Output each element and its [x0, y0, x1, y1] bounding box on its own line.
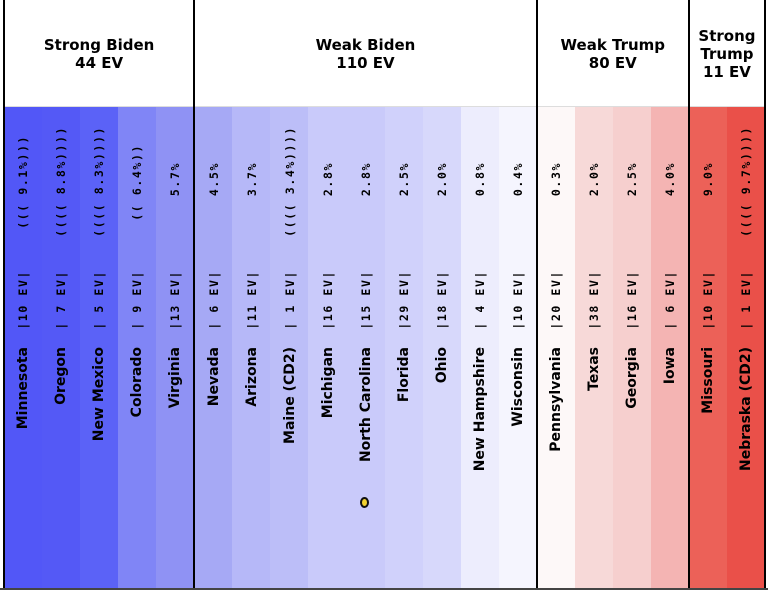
state-margin: 2.5%	[396, 162, 411, 197]
state-name: Maine (CD2)	[281, 347, 298, 444]
group-header: Strong Trump 11 EV	[698, 26, 756, 81]
state-column[interactable]: Nevada | 6 EV| 4.5%	[194, 107, 233, 588]
state-ev: | 6 EV|	[206, 270, 221, 330]
state-margin: ((( 9.1%)))	[16, 135, 31, 230]
state-ev: |16 EV|	[625, 270, 640, 330]
state-column[interactable]: Texas |38 EV| 2.0%	[574, 107, 614, 588]
state-column[interactable]: North Carolina |15 EV| 2.8%	[346, 107, 385, 588]
state-ev: |11 EV|	[244, 270, 259, 330]
state-margin: (( 6.4%))	[130, 144, 145, 221]
state-ev: |38 EV|	[587, 270, 602, 330]
state-column[interactable]: Nebraska (CD2) | 1 EV| (((( 9.7%))))	[726, 107, 766, 588]
state-margin: 0.4%	[510, 162, 525, 197]
state-column[interactable]: Wisconsin |10 EV| 0.4%	[498, 107, 538, 588]
state-column[interactable]: New Mexico | 5 EV| (((( 8.3%))))	[80, 107, 119, 588]
group-header: Weak Biden 110 EV	[315, 35, 416, 72]
state-column[interactable]: Iowa | 6 EV| 4.0%	[650, 107, 690, 588]
state-column[interactable]: Maine (CD2) | 1 EV| (((( 3.4%))))	[270, 107, 309, 588]
state-ev: |10 EV|	[510, 270, 525, 330]
state-name: Wisconsin	[509, 347, 526, 427]
state-name: Michigan	[319, 347, 336, 419]
group-header: Weak Trump 80 EV	[560, 35, 666, 72]
state-name: Pennsylvania	[547, 347, 564, 452]
state-column[interactable]: Missouri |10 EV| 9.0%	[688, 107, 728, 588]
state-ev: | 1 EV|	[739, 270, 754, 330]
state-margin: (((( 3.4%))))	[282, 126, 297, 238]
header-divider	[4, 106, 195, 107]
state-column[interactable]: New Hampshire | 4 EV| 0.8%	[460, 107, 500, 588]
state-margin: (((( 8.8%))))	[54, 126, 69, 238]
state-name: Ohio	[433, 347, 450, 384]
state-name: Nevada	[205, 347, 222, 407]
state-margin: 0.3%	[548, 162, 563, 197]
header-divider	[536, 106, 689, 107]
state-margin: 4.5%	[206, 162, 221, 197]
bottom-border	[0, 588, 768, 590]
state-ev: |20 EV|	[548, 270, 563, 330]
state-ev: | 4 EV|	[472, 270, 487, 330]
state-name: Virginia	[167, 347, 184, 409]
state-column[interactable]: Florida |29 EV| 2.5%	[384, 107, 424, 588]
group-header: Strong Biden 44 EV	[43, 35, 155, 72]
state-column[interactable]: Oregon | 7 EV| (((( 8.8%))))	[42, 107, 81, 588]
highlight-marker-icon	[360, 497, 370, 508]
state-ev: | 9 EV|	[130, 270, 145, 330]
header-divider	[688, 106, 765, 107]
state-margin: 2.8%	[358, 162, 373, 197]
state-margin: 2.0%	[587, 162, 602, 197]
state-name: Arizona	[243, 347, 260, 407]
state-name: Oregon	[53, 347, 70, 405]
state-name: Minnesota	[15, 347, 32, 430]
state-ev: |16 EV|	[320, 270, 335, 330]
header-divider	[194, 106, 537, 107]
state-column[interactable]: Arizona |11 EV| 3.7%	[232, 107, 271, 588]
state-margin: 0.8%	[472, 162, 487, 197]
state-margin: 9.0%	[701, 162, 716, 197]
group-separator	[193, 0, 196, 590]
state-column[interactable]: Minnesota |10 EV| ((( 9.1%)))	[4, 107, 43, 588]
state-margin: 3.7%	[244, 162, 259, 197]
state-name: North Carolina	[357, 347, 374, 463]
state-name: New Hampshire	[471, 347, 488, 472]
group-separator	[3, 0, 5, 590]
state-ev: |18 EV|	[434, 270, 449, 330]
state-ev: | 6 EV|	[663, 270, 678, 330]
state-name: Missouri	[700, 347, 717, 414]
state-column[interactable]: Georgia |16 EV| 2.5%	[612, 107, 652, 588]
state-column[interactable]: Colorado | 9 EV| (( 6.4%))	[118, 107, 157, 588]
state-column[interactable]: Michigan |16 EV| 2.8%	[308, 107, 347, 588]
state-name: Iowa	[662, 347, 679, 385]
state-column[interactable]: Ohio |18 EV| 2.0%	[422, 107, 462, 588]
state-ev: |10 EV|	[701, 270, 716, 330]
state-ev: |29 EV|	[396, 270, 411, 330]
state-ev: | 7 EV|	[54, 270, 69, 330]
state-ev: |10 EV|	[16, 270, 31, 330]
state-ev: |15 EV|	[358, 270, 373, 330]
state-margin: 4.0%	[663, 162, 678, 197]
state-name: Florida	[395, 347, 412, 403]
state-column[interactable]: Pennsylvania |20 EV| 0.3%	[536, 107, 576, 588]
state-name: New Mexico	[91, 347, 108, 442]
group-separator	[687, 0, 690, 590]
state-margin: 2.5%	[625, 162, 640, 197]
state-name: Colorado	[129, 347, 146, 418]
state-margin: 2.8%	[320, 162, 335, 197]
state-name: Texas	[586, 347, 603, 391]
state-ev: | 5 EV|	[92, 270, 107, 330]
state-margin: 5.7%	[168, 162, 183, 197]
state-column[interactable]: Virginia |13 EV| 5.7%	[156, 107, 195, 588]
state-margin: (((( 8.3%))))	[92, 126, 107, 238]
group-separator	[535, 0, 538, 590]
state-name: Georgia	[624, 347, 641, 409]
state-ev: | 1 EV|	[282, 270, 297, 330]
group-separator	[764, 0, 766, 590]
state-ev: |13 EV|	[168, 270, 183, 330]
state-margin: (((( 9.7%))))	[739, 126, 754, 238]
state-name: Nebraska (CD2)	[738, 347, 755, 471]
state-margin: 2.0%	[434, 162, 449, 197]
